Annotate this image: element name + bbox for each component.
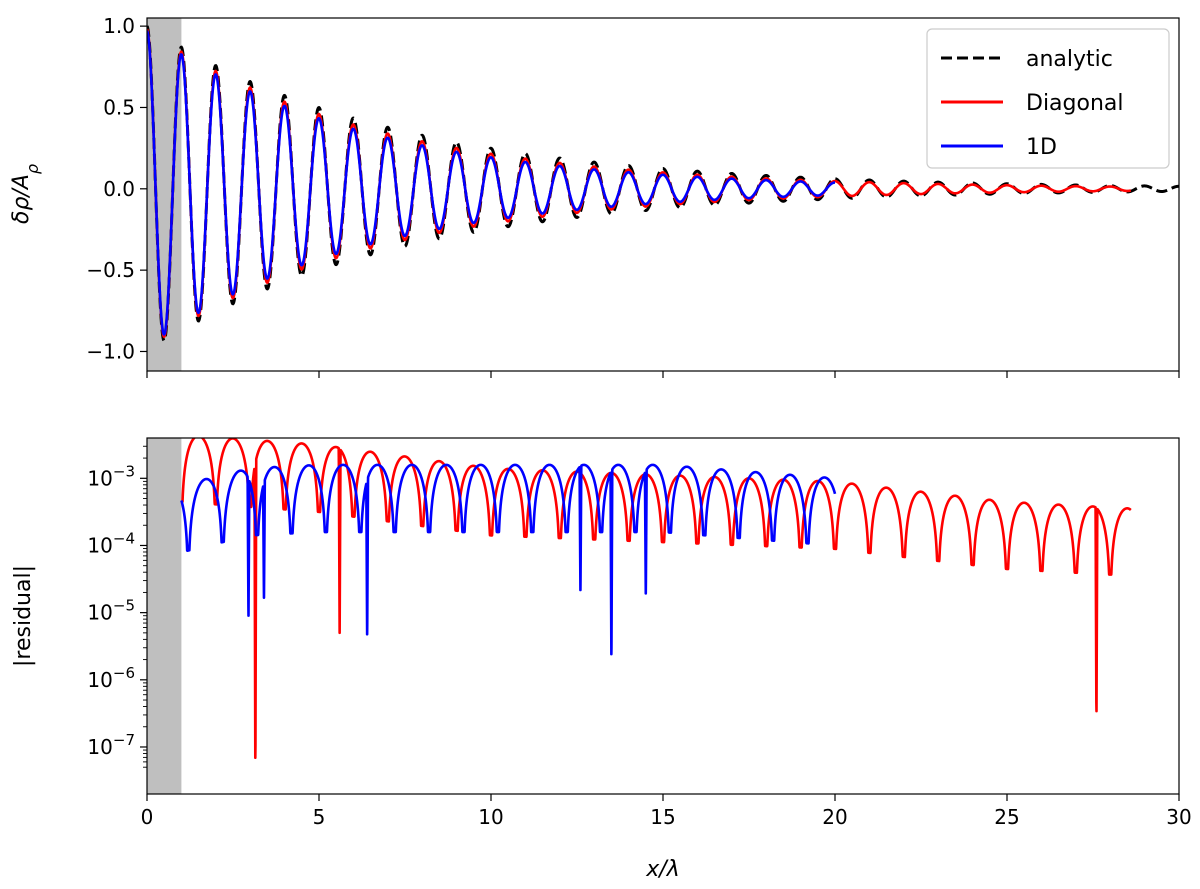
bottom-x-tick-label: 20: [822, 805, 847, 829]
bottom-y-axis-label: |residual|: [11, 565, 36, 667]
top-y-ticks: 1.0 0.5 0.0 −0.5 −1.0: [86, 14, 147, 363]
bottom-x-tick-label: 10: [478, 805, 503, 829]
top-y-tick-label: 1.0: [103, 14, 135, 38]
bottom-y-tick-label: 10−7: [87, 731, 135, 759]
bottom-y-tick-label: 10−6: [87, 664, 135, 692]
series-line-1d: [147, 30, 835, 336]
bottom-x-tick-label: 25: [994, 805, 1019, 829]
bottom-x-ticks: 0 5 10 15 20 25 30: [141, 794, 1192, 829]
bottom-y-tick-label: 10−5: [87, 597, 135, 625]
legend-label-1d: 1D: [1026, 135, 1057, 160]
top-y-tick-label: 0.0: [103, 177, 135, 201]
bottom-x-tick-label: 30: [1166, 805, 1191, 829]
legend-box: [926, 28, 1170, 169]
top-y-tick-label: −0.5: [86, 258, 135, 282]
bottom-x-tick-label: 0: [141, 805, 154, 829]
series-line-analytic: [147, 25, 1179, 343]
x-axis-label: x/λ: [645, 857, 679, 882]
residual-line-diagonal: [180, 438, 1132, 760]
top-panel: 1.0 0.5 0.0 −0.5 −1.0 δρ/Aρ analytic Diagona…: [9, 14, 1180, 378]
bottom-x-tick-label: 15: [650, 805, 675, 829]
bottom-shaded-region: [147, 438, 182, 794]
top-y-tick-label: 0.5: [103, 95, 135, 119]
top-x-ticks: [146, 371, 1180, 378]
bottom-panel: 10−3 10−4 10−5 10−6 10−7 0 5 10 15 20 25 30 |resid…: [11, 437, 1192, 882]
residual-line-1d: [180, 463, 837, 656]
bottom-y-tick-label: 10−4: [87, 529, 135, 557]
top-y-axis-label: δρ/Aρ: [9, 164, 42, 224]
legend-label-diagonal: Diagonal: [1026, 91, 1124, 116]
top-series-group: [147, 25, 1179, 343]
bottom-y-tick-label: 10−3: [87, 462, 135, 490]
legend-label-analytic: analytic: [1026, 47, 1113, 72]
bottom-x-tick-label: 5: [313, 805, 326, 829]
bottom-series-group: [180, 438, 1132, 760]
top-y-tick-label: −1.0: [86, 339, 135, 363]
legend: analytic Diagonal 1D: [926, 28, 1170, 169]
bottom-y-ticks: 10−3 10−4 10−5 10−6 10−7: [87, 445, 147, 768]
